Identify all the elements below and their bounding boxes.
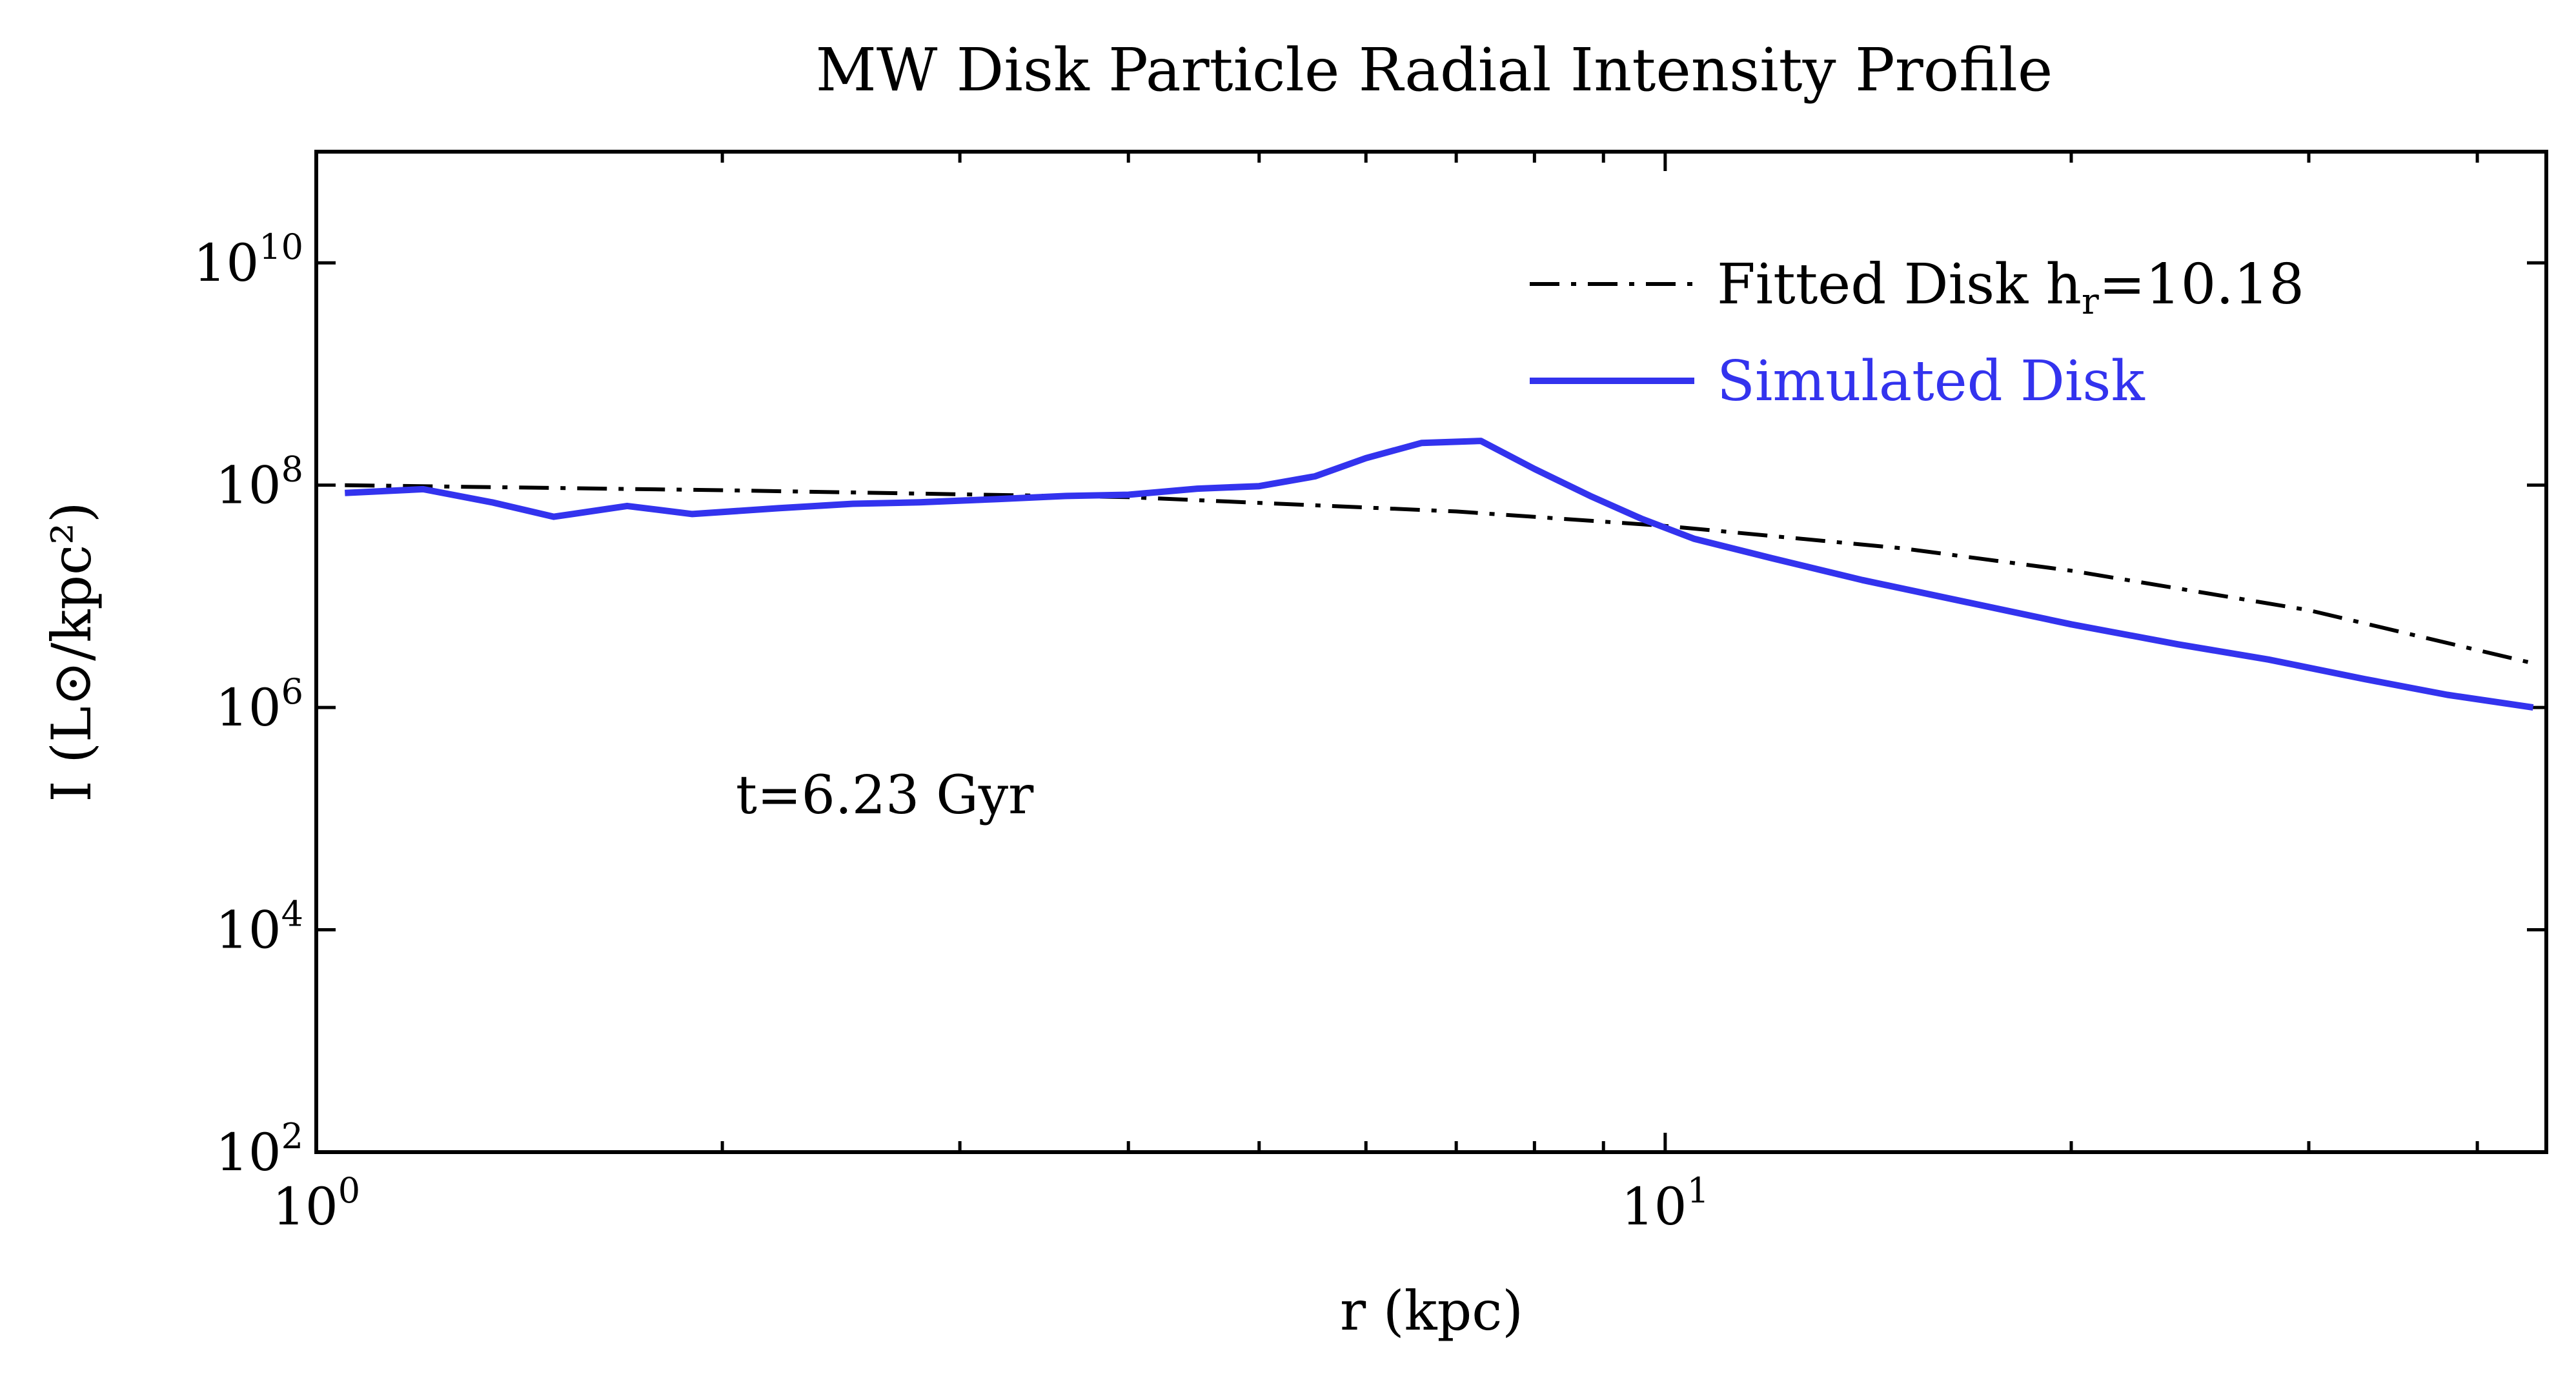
y-axis-label: I (L⊙/kpc²): [40, 502, 103, 802]
series-line-simulated: [345, 438, 2534, 711]
series-layer: [345, 438, 2534, 711]
y-tick-label: 104: [216, 894, 303, 960]
y-tick-label: 106: [216, 671, 303, 738]
x-tick-label: 100: [272, 1170, 360, 1237]
x-axis-label: r (kpc): [1340, 1279, 1523, 1343]
plot-frame: [314, 150, 2548, 1154]
x-tick-label: 101: [1621, 1170, 1709, 1237]
legend-label-simulated: Simulated Disk: [1717, 349, 2145, 414]
time-annotation: t=6.23 Gyr: [736, 765, 1034, 826]
plot-area: [314, 150, 2548, 1154]
chart-title: MW Disk Particle Radial Intensity Profil…: [816, 35, 2053, 105]
x-tick-labels: 100 101: [272, 1170, 1709, 1237]
y-tick-labels: 102 104 106 108 1010: [193, 227, 303, 1182]
legend: Fitted Disk hr=10.18 Simulated Disk: [1530, 252, 2304, 414]
y-tick-label: 108: [216, 449, 303, 516]
y-tick-label: 1010: [193, 227, 303, 293]
y-tick-label: 102: [216, 1116, 303, 1182]
legend-label-fitted: Fitted Disk hr=10.18: [1717, 252, 2304, 323]
axis-ticks: [314, 152, 2546, 1154]
